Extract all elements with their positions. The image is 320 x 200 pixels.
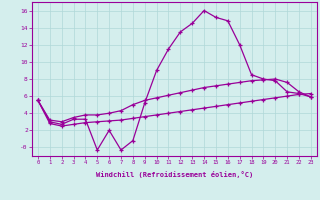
X-axis label: Windchill (Refroidissement éolien,°C): Windchill (Refroidissement éolien,°C) — [96, 171, 253, 178]
